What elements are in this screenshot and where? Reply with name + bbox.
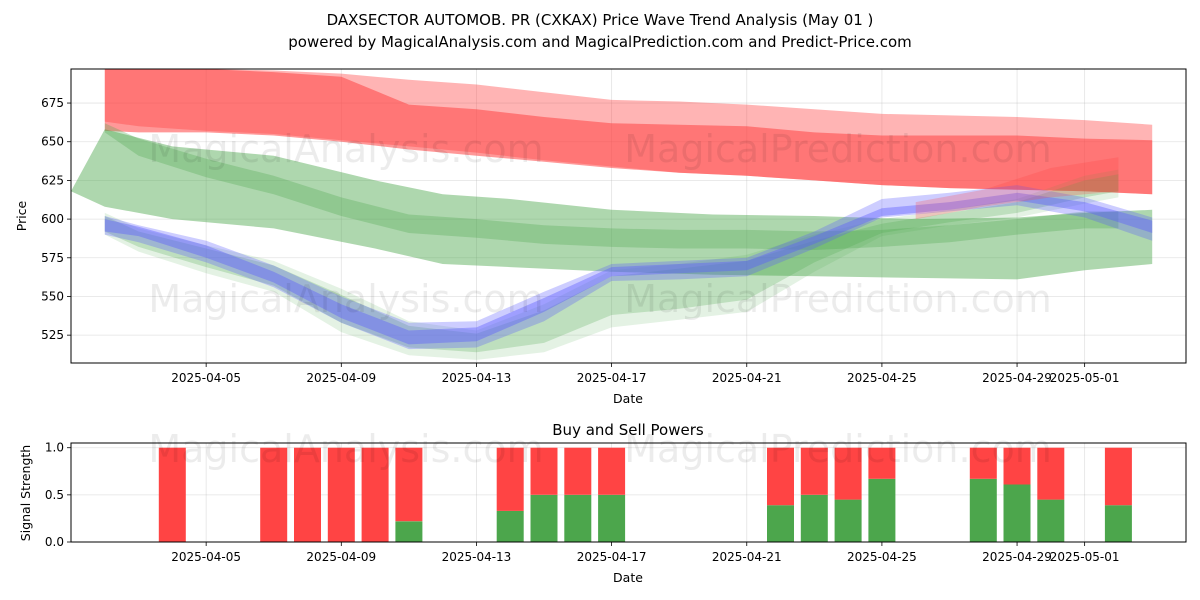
sell-bar-2025-04-08 (294, 447, 321, 542)
signal-xtick-label: 2025-04-21 (712, 550, 782, 564)
sell-bar-2025-05-02 (1104, 447, 1132, 506)
sell-bar-2025-04-28 (969, 447, 997, 479)
buy-bar-2025-04-23 (800, 494, 828, 542)
price-bands (71, 69, 1153, 360)
band-green-3 (104, 123, 1119, 250)
watermark-prediction-bottom: MagicalPrediction.com (624, 427, 1052, 471)
buy-sell-title: Buy and Sell Powers (552, 421, 704, 439)
price-wave-panel: 2025-04-05 2025-04-09 2025-04-13 2025-04-17… (14, 68, 1187, 406)
signal-ytick-label: 0.0 (45, 535, 64, 549)
price-xtick-label: 2025-04-05 (171, 371, 241, 385)
price-ytick-label: 650 (41, 135, 64, 149)
signal-bars (158, 447, 1132, 542)
signal-xtick-label: 2025-04-25 (847, 550, 917, 564)
price-xtick-label: 2025-04-29 (982, 371, 1052, 385)
sell-bar-2025-04-11 (395, 447, 423, 522)
sell-bar-2025-04-10 (361, 447, 389, 542)
price-ytick-label: 675 (41, 96, 64, 110)
signal-ytick-label: 0.5 (45, 488, 64, 502)
price-xtick-label: 2025-04-09 (306, 371, 376, 385)
price-xtick-label: 2025-05-01 (1050, 371, 1120, 385)
sell-bar-2025-04-16 (564, 447, 592, 495)
watermark-analysis-mid: MagicalAnalysis.com (148, 277, 543, 321)
buy-bar-2025-04-24 (834, 499, 862, 542)
price-y-ticks: 525 550 575 600 625 650 675 (41, 96, 71, 342)
sell-bar-2025-04-17 (598, 447, 626, 495)
price-ytick-label: 575 (41, 251, 64, 265)
price-xtick-label: 2025-04-17 (577, 371, 647, 385)
watermark-prediction-mid: MagicalPrediction.com (624, 277, 1052, 321)
price-ytick-label: 525 (41, 328, 64, 342)
price-x-axis-label: Date (613, 391, 643, 406)
signal-xtick-label: 2025-04-29 (982, 550, 1052, 564)
sell-bar-2025-04-29 (1003, 447, 1031, 485)
sell-bar-2025-04-23 (800, 447, 828, 495)
sell-bar-2025-04-04 (158, 447, 186, 542)
signal-xtick-label: 2025-04-13 (442, 550, 512, 564)
price-xtick-label: 2025-04-25 (847, 371, 917, 385)
buy-bar-2025-04-11 (395, 521, 423, 542)
signal-xtick-label: 2025-04-17 (577, 550, 647, 564)
price-x-ticks: 2025-04-05 2025-04-09 2025-04-13 2025-04-17… (171, 363, 1120, 385)
price-ytick-label: 600 (41, 212, 64, 226)
price-xtick-label: 2025-04-21 (712, 371, 782, 385)
sell-bar-2025-04-30 (1037, 447, 1065, 500)
price-ytick-label: 550 (41, 289, 64, 303)
price-ytick-label: 625 (41, 173, 64, 187)
price-y-axis-label: Price (14, 200, 29, 231)
band-blue-6 (104, 185, 1153, 350)
band-green-2 (71, 129, 1153, 280)
signal-xtick-label: 2025-04-05 (171, 550, 241, 564)
sell-bar-2025-04-24 (834, 447, 862, 500)
sell-bar-2025-04-25 (868, 447, 896, 479)
sell-bar-2025-04-09 (327, 447, 355, 542)
signal-xtick-label: 2025-05-01 (1050, 550, 1120, 564)
buy-bar-2025-04-15 (530, 494, 558, 542)
watermark-prediction-top: MagicalPrediction.com (624, 127, 1052, 171)
chart-title-line2: powered by MagicalAnalysis.com and Magic… (288, 33, 912, 51)
signal-y-axis-label: Signal Strength (18, 445, 33, 541)
signal-x-ticks: 2025-04-05 2025-04-09 2025-04-13 2025-04-17… (171, 542, 1120, 564)
sell-bar-2025-04-07 (260, 447, 288, 542)
buy-bar-2025-04-29 (1003, 484, 1031, 542)
signal-axes-frame (70, 442, 1187, 543)
price-axes-frame (70, 68, 1187, 364)
signal-x-axis-label: Date (613, 570, 643, 585)
buy-bar-2025-04-30 (1037, 499, 1065, 542)
chart-title-line1: DAXSECTOR AUTOMOB. PR (CXKAX) Price Wave… (327, 11, 874, 29)
band-blue-7 (104, 192, 1153, 345)
signal-xtick-label: 2025-04-09 (306, 550, 376, 564)
buy-bar-2025-04-14 (496, 510, 524, 542)
signal-y-ticks: 0.0 0.5 1.0 (45, 441, 71, 549)
buy-bar-2025-05-02 (1104, 505, 1132, 542)
signal-ytick-label: 1.0 (45, 441, 64, 455)
band-green-5 (104, 174, 1119, 353)
buy-bar-2025-04-22 (767, 505, 794, 542)
watermark-analysis-top: MagicalAnalysis.com (148, 127, 543, 171)
band-green-4 (104, 169, 1119, 360)
buy-bar-2025-04-16 (564, 494, 592, 542)
watermark-analysis-bottom: MagicalAnalysis.com (148, 427, 543, 471)
sell-bar-2025-04-22 (767, 447, 794, 506)
sell-bar-2025-04-14 (496, 447, 524, 511)
buy-bar-2025-04-17 (598, 494, 626, 542)
buy-bar-2025-04-28 (969, 478, 997, 542)
sell-bar-2025-04-15 (530, 447, 558, 495)
band-red-1 (104, 69, 1153, 195)
buy-bar-2025-04-25 (868, 478, 896, 542)
buy-sell-panel: Buy and Sell Powers 2025-04-05 2025-04-09… (18, 421, 1187, 585)
price-xtick-label: 2025-04-13 (442, 371, 512, 385)
band-red-8 (915, 157, 1119, 220)
